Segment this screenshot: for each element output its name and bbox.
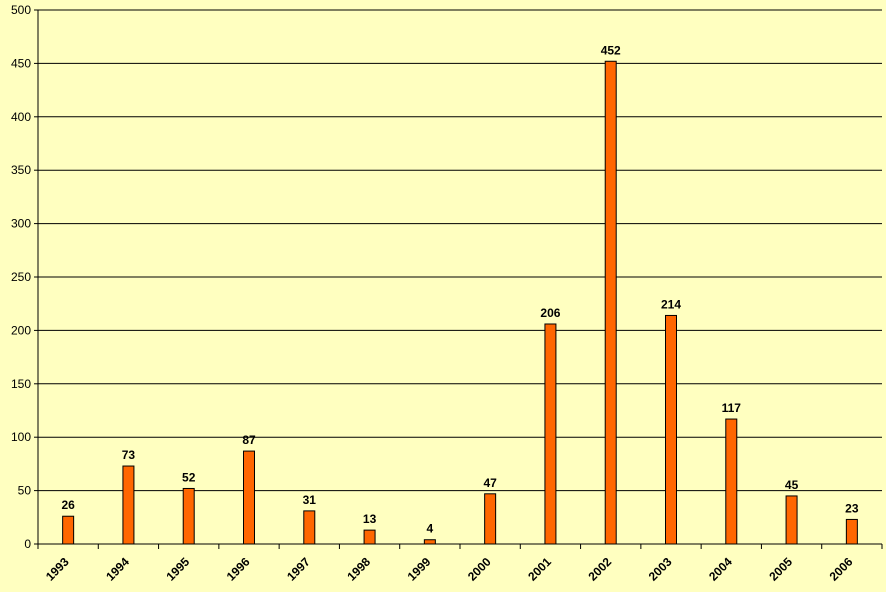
- y-tick-label: 0: [24, 537, 31, 551]
- y-tick-label: 150: [11, 377, 31, 391]
- data-label-2002: 452: [601, 43, 621, 57]
- bar-2005: [785, 495, 798, 545]
- bar-2004: [725, 418, 738, 545]
- x-tick-label: 1997: [284, 555, 313, 584]
- data-label-2003: 214: [661, 297, 681, 311]
- x-tick-label: 2004: [706, 555, 735, 584]
- data-label-1997: 31: [303, 493, 317, 507]
- y-axis-ticks: 0 50 100 150 200 250 300 350 400 450 500: [11, 3, 38, 551]
- x-tick-label: 1998: [344, 555, 373, 584]
- y-tick-label: 250: [11, 270, 31, 284]
- x-tick-label: 1996: [224, 555, 253, 584]
- bar-1997: [303, 510, 316, 545]
- x-tick-label: 2005: [766, 555, 795, 584]
- bar-2000: [484, 493, 497, 545]
- x-axis-ticks: 1993 1994 1995 1996 1997 1998 1999 2000 2001 2002…: [37, 544, 883, 584]
- y-tick-label: 100: [11, 430, 31, 444]
- x-tick-label: 2001: [525, 555, 554, 584]
- data-label-1998: 13: [363, 512, 377, 526]
- x-tick-label: 1994: [103, 555, 132, 584]
- data-label-2000: 47: [483, 476, 497, 490]
- y-tick-label: 50: [18, 484, 32, 498]
- data-labels: 26 73 52 87 31 13 4 47 206 452 214 117 45 23: [61, 43, 858, 535]
- bar-1994: [122, 465, 135, 545]
- y-tick-label: 350: [11, 163, 31, 177]
- bar-2002: [604, 60, 617, 545]
- data-label-2005: 45: [785, 478, 799, 492]
- y-tick-label: 450: [11, 56, 31, 70]
- data-label-2006: 23: [845, 501, 859, 515]
- x-tick-label: 2003: [646, 555, 675, 584]
- bar-1993: [62, 515, 75, 545]
- bar-1996: [243, 450, 255, 545]
- x-tick-label: 1995: [163, 555, 192, 584]
- bar-2006: [845, 518, 858, 545]
- bar-1999: [423, 539, 436, 545]
- bar-1995: [182, 487, 195, 545]
- y-tick-label: 200: [11, 323, 31, 337]
- bar-1998: [363, 529, 376, 545]
- x-tick-label: 2002: [585, 555, 614, 584]
- data-label-1995: 52: [182, 470, 196, 484]
- x-tick-label: 1999: [405, 555, 434, 584]
- data-label-2001: 206: [540, 306, 560, 320]
- data-label-1993: 26: [61, 498, 75, 512]
- x-tick-label: 1993: [43, 555, 72, 584]
- data-label-1994: 73: [122, 448, 136, 462]
- x-tick-label: 2000: [465, 555, 494, 584]
- gridlines: [38, 9, 882, 492]
- x-tick-label: 2006: [827, 555, 856, 584]
- y-tick-label: 300: [11, 217, 31, 231]
- bars: [62, 60, 858, 545]
- bar-2001: [544, 323, 557, 545]
- data-label-2004: 117: [722, 401, 742, 415]
- y-tick-label: 500: [11, 3, 31, 17]
- data-label-1996: 87: [242, 433, 256, 447]
- data-label-1999: 4: [427, 522, 434, 536]
- bar-2003: [665, 314, 677, 545]
- y-tick-label: 400: [11, 110, 31, 124]
